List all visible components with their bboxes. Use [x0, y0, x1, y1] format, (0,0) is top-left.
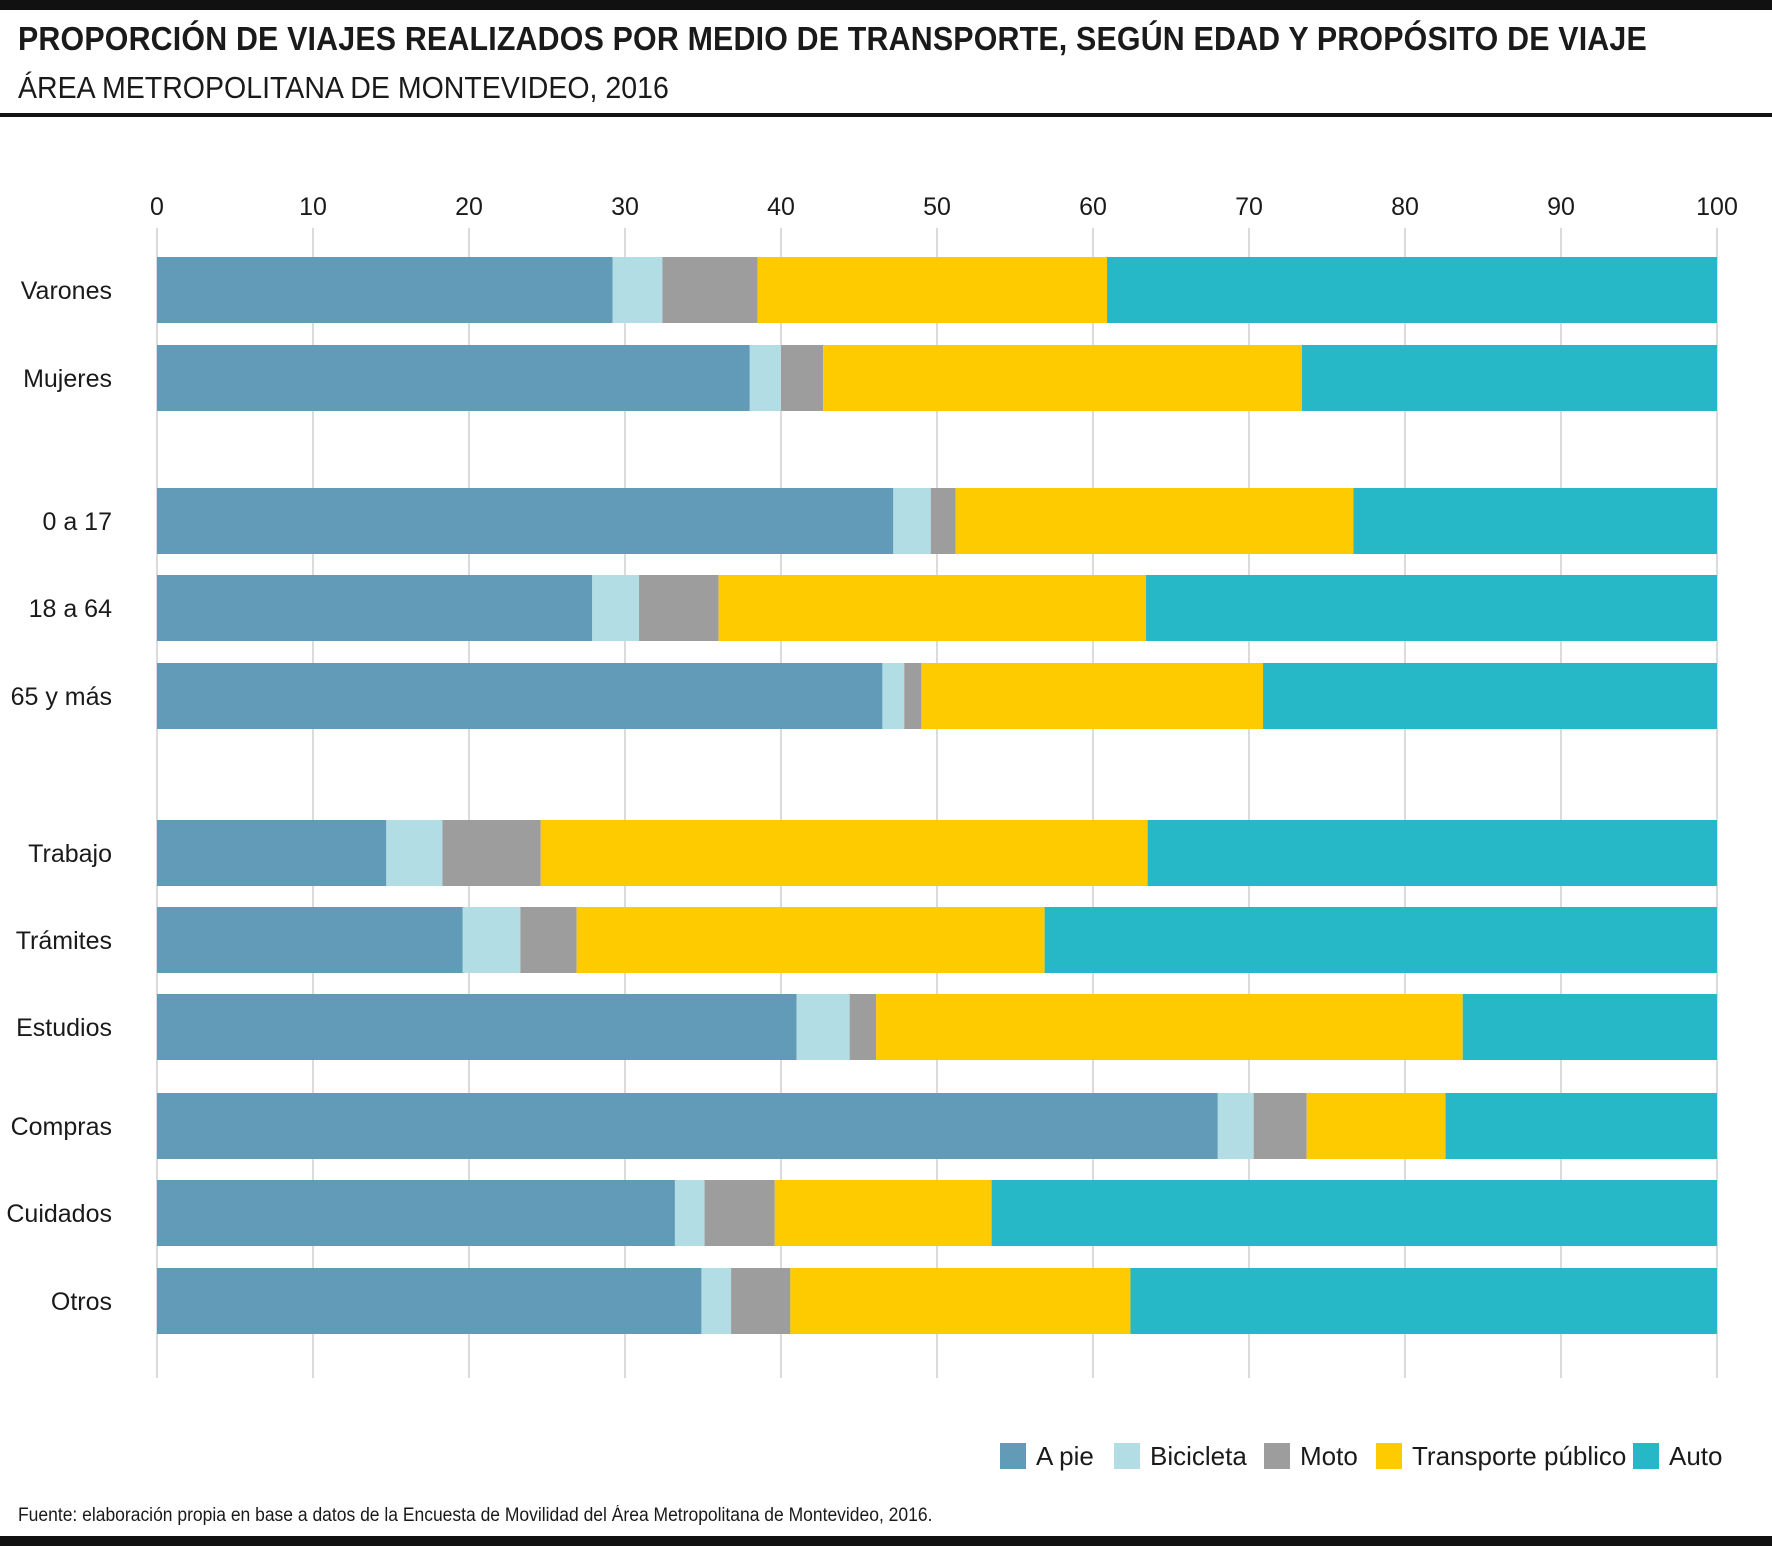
legend-label: Transporte público	[1412, 1441, 1626, 1471]
bar-segment	[1107, 257, 1717, 323]
category-label: Cuidados	[6, 1200, 112, 1228]
bar-segment	[386, 820, 443, 886]
bar-segment	[540, 820, 1148, 886]
bar-segment	[157, 1268, 702, 1334]
bar-segment	[1217, 1093, 1254, 1159]
legend-swatch	[1633, 1443, 1659, 1469]
bar-segment	[849, 994, 877, 1060]
bar-segment	[157, 257, 613, 323]
category-label: 18 a 64	[29, 595, 113, 623]
x-tick-label: 50	[923, 193, 951, 221]
bar-segment	[757, 257, 1108, 323]
bar-segment	[796, 994, 850, 1060]
x-tick-label: 10	[299, 193, 327, 221]
bar-segment	[1253, 1093, 1307, 1159]
bar-segment	[1462, 994, 1717, 1060]
bar-segment	[1353, 488, 1717, 554]
category-label: Trabajo	[28, 840, 112, 868]
bar-segment	[1263, 663, 1717, 729]
x-tick-label: 20	[455, 193, 483, 221]
bar-segment	[955, 488, 1354, 554]
bar-segment	[157, 575, 593, 641]
bar-segment	[731, 1268, 791, 1334]
category-label: Varones	[21, 277, 112, 305]
bar-segment	[790, 1268, 1131, 1334]
category-label: 65 y más	[11, 683, 112, 711]
bar-segment	[882, 663, 905, 729]
bar-segment	[749, 345, 781, 411]
legend-swatch	[1114, 1443, 1140, 1469]
bar-segment	[157, 994, 797, 1060]
legend-swatch	[1264, 1443, 1290, 1469]
bar-segment	[921, 663, 1264, 729]
bar-segment	[442, 820, 541, 886]
bar-segment	[157, 1180, 675, 1246]
x-tick-label: 60	[1079, 193, 1107, 221]
bar-segment	[157, 1093, 1218, 1159]
bar-segment	[1146, 575, 1717, 641]
x-tick-label: 0	[150, 193, 164, 221]
x-tick-label: 40	[767, 193, 795, 221]
category-label: 0 a 17	[42, 508, 112, 536]
source-note: Fuente: elaboración propia en base a dat…	[18, 1505, 933, 1526]
legend: A pie Bicicleta Moto Transporte público Auto	[1000, 1441, 1723, 1471]
chart-title: PROPORCIÓN DE VIAJES REALIZADOS POR MEDI…	[18, 20, 1647, 57]
bars	[157, 257, 1717, 1334]
bar-segment	[893, 488, 931, 554]
bar-segment	[876, 994, 1463, 1060]
category-label: Otros	[51, 1288, 112, 1316]
bar-segment	[612, 257, 663, 323]
legend-label: Auto	[1669, 1441, 1723, 1471]
category-label: Trámites	[16, 927, 112, 955]
bar-segment	[576, 907, 1045, 973]
bottom-rule	[0, 1536, 1772, 1546]
top-rule	[0, 0, 1772, 10]
bar-segment	[1306, 1093, 1446, 1159]
category-label: Mujeres	[23, 365, 112, 393]
x-tick-label: 80	[1391, 193, 1419, 221]
bar-segment	[157, 488, 894, 554]
bar-segment	[157, 345, 750, 411]
x-axis-ticks: 0 10 20 30 40 50 60 70 80 90 100	[150, 193, 1738, 221]
bar-segment	[774, 1180, 992, 1246]
bar-segment	[157, 820, 387, 886]
bar-segment	[704, 1180, 775, 1246]
bar-segment	[662, 257, 758, 323]
bar-segment	[674, 1180, 705, 1246]
bar-segment	[1044, 907, 1717, 973]
x-tick-label: 70	[1235, 193, 1263, 221]
bar-segment	[520, 907, 577, 973]
x-tick-label: 100	[1696, 193, 1738, 221]
legend-label: A pie	[1036, 1441, 1094, 1471]
x-tick-label: 90	[1547, 193, 1575, 221]
legend-label: Moto	[1300, 1441, 1358, 1471]
bar-segment	[462, 907, 521, 973]
bar-segment	[1147, 820, 1717, 886]
bar-segment	[823, 345, 1303, 411]
bar-segment	[991, 1180, 1717, 1246]
x-tick-label: 30	[611, 193, 639, 221]
bar-segment	[639, 575, 719, 641]
bar-segment	[592, 575, 640, 641]
legend-label: Bicicleta	[1150, 1441, 1247, 1471]
header-rule	[0, 113, 1772, 117]
legend-swatch	[1376, 1443, 1402, 1469]
category-label: Estudios	[16, 1014, 112, 1042]
stacked-bar-chart: 0 10 20 30 40 50 60 70 80 90 100 Varones Mujeres 0 a…	[6, 193, 1738, 1471]
bar-segment	[930, 488, 956, 554]
category-labels: Varones Mujeres 0 a 17 18 a 64 65 y más Traba…	[6, 277, 112, 1316]
bar-segment	[701, 1268, 732, 1334]
bar-segment	[904, 663, 922, 729]
bar-segment	[1130, 1268, 1717, 1334]
category-label: Compras	[11, 1113, 112, 1141]
bar-segment	[718, 575, 1147, 641]
chart-subtitle: ÁREA METROPOLITANA DE MONTEVIDEO, 2016	[18, 70, 669, 105]
legend-swatch	[1000, 1443, 1026, 1469]
bar-segment	[781, 345, 824, 411]
bar-segment	[157, 663, 883, 729]
bar-segment	[1302, 345, 1717, 411]
bar-segment	[1445, 1093, 1717, 1159]
bar-segment	[157, 907, 463, 973]
